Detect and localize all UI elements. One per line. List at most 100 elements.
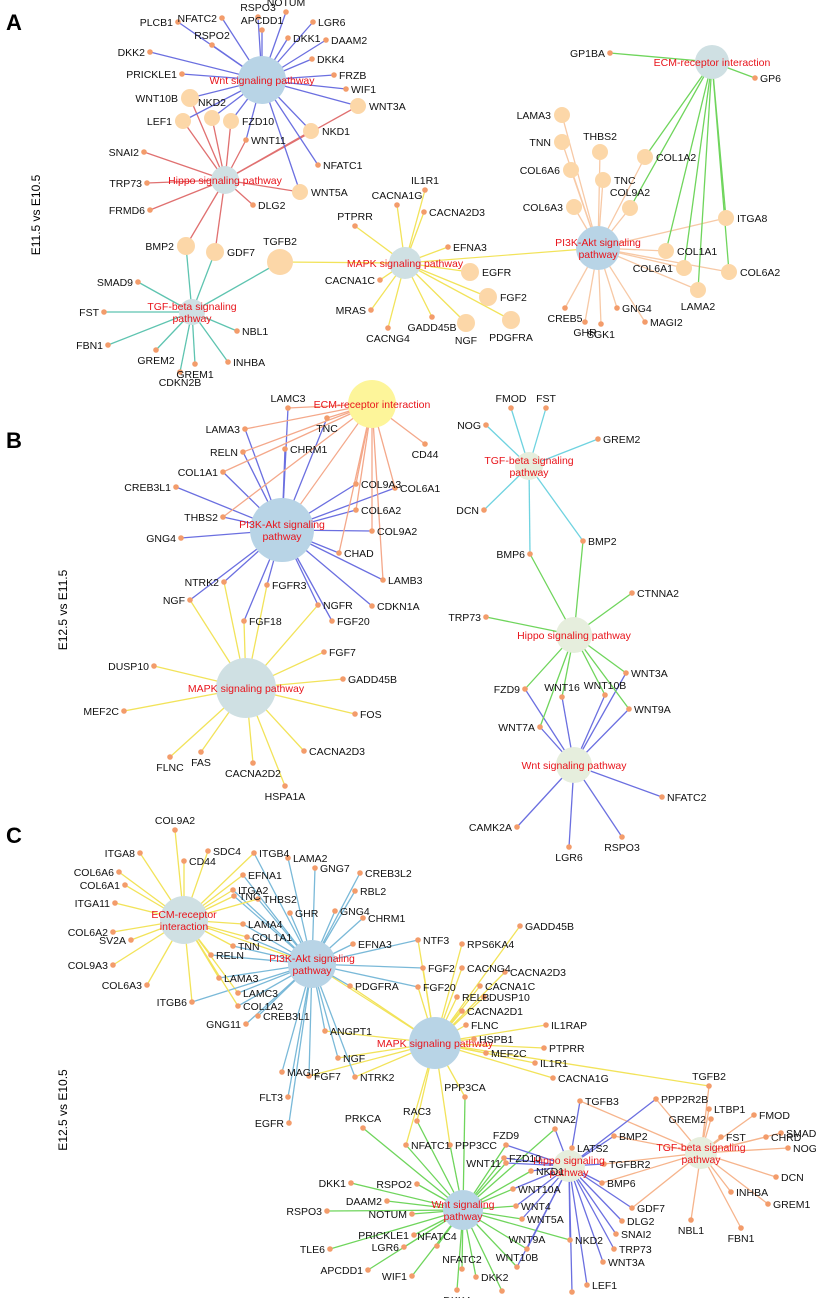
gene-node-col6a6 (116, 869, 122, 875)
pathway-node-wnt-signaling-pathway (443, 1190, 483, 1230)
gene-label-dlg2: DLG2 (258, 200, 286, 212)
gene-node-dkk1 (285, 35, 291, 41)
gene-node-creb3l1 (255, 1013, 261, 1019)
gene-node-fgf20 (415, 984, 421, 990)
gene-label-magi2: MAGI2 (650, 317, 683, 329)
gene-label-lef1: LEF1 (147, 116, 172, 128)
gene-node-cacna1g (394, 202, 400, 208)
gene-label-col1a1: COL1A1 (178, 467, 218, 479)
edge (683, 61, 713, 269)
gene-label-ptprr: PTPRR (549, 1043, 585, 1055)
gene-node-col6a3 (144, 982, 150, 988)
gene-label-wnt16: WNT16 (544, 682, 580, 694)
gene-label-col1a1: COL1A1 (252, 932, 292, 944)
gene-node-grem2 (595, 436, 601, 442)
gene-label-grem2: GREM2 (603, 434, 641, 446)
gene-label-tgfbr2: TGFBR2 (609, 1159, 651, 1171)
gene-label-cacna1g: CACNA1G (372, 190, 423, 202)
gene-node-wif1 (343, 86, 349, 92)
gene-label-fbn1: FBN1 (728, 1233, 755, 1245)
gene-label-wnt9a: WNT9A (509, 1234, 546, 1246)
gene-label-bmp2: BMP2 (145, 241, 174, 253)
gene-label-lgr6: LGR6 (318, 17, 346, 29)
gene-node-cacna2d2 (250, 760, 256, 766)
gene-label-wif1: WIF1 (351, 84, 376, 96)
comparison-label-a: E11.5 vs E10.5 (29, 174, 43, 255)
edge (665, 61, 713, 252)
pathway-label-wnt-signaling-pathway: Wnt signaling pathway (521, 760, 627, 772)
gene-label-lama3: LAMA3 (206, 424, 241, 436)
gene-label-nkd2: NKD2 (198, 97, 226, 109)
gene-node-itgb4 (251, 850, 257, 856)
gene-label-fmod: FMOD (759, 1110, 790, 1122)
gene-node-reln (208, 952, 214, 958)
gene-node-cacna2d3 (301, 748, 307, 754)
gene-label-tnn: TNN (238, 941, 260, 953)
gene-label-cacna2d2: CACNA2D2 (225, 768, 281, 780)
gene-label-tnn: TNN (529, 137, 551, 149)
gene-label-rspo3: RSPO3 (286, 1206, 322, 1218)
gene-node-nbl1 (688, 1217, 694, 1223)
gene-node-pdgfra (502, 311, 520, 329)
gene-node-rspo2 (414, 1181, 420, 1187)
gene-node-chrd (763, 1134, 769, 1140)
gene-label-notum: NOTUM (369, 1209, 408, 1221)
gene-node-ngf (187, 597, 193, 603)
gene-node-gng4 (332, 908, 338, 914)
gene-label-col9a2: COL9A2 (377, 526, 417, 538)
gene-node-apcdd1 (365, 1267, 371, 1273)
gene-label-fzd9: FZD9 (493, 1130, 519, 1142)
edge (697, 61, 713, 291)
gene-node-frzb (331, 72, 337, 78)
gene-node-cacng4 (459, 965, 465, 971)
edge (568, 1165, 588, 1286)
edge (222, 403, 373, 518)
gene-label-chad: CHAD (344, 548, 374, 560)
gene-node-tle6 (327, 1246, 333, 1252)
edge (189, 97, 226, 181)
edge (601, 1152, 702, 1184)
gene-node-ctnna2 (552, 1126, 558, 1132)
gene-label-col9a2: COL9A2 (610, 187, 650, 199)
gene-label-hspa1a: HSPA1A (265, 791, 306, 803)
gene-label-ngfr: NGFR (323, 600, 353, 612)
gene-node-dcn (481, 507, 487, 513)
gene-label-nkd1: NKD1 (536, 1166, 564, 1178)
gene-node-nkd1 (528, 1168, 534, 1174)
gene-label-inhba: INHBA (233, 357, 265, 369)
gene-label-wnt10a: WNT10A (518, 1184, 561, 1196)
gene-node-col1a2 (235, 1003, 241, 1009)
gene-label-ntrk2: NTRK2 (360, 1072, 395, 1084)
gene-node-lamb3 (380, 577, 386, 583)
gene-node-lama3 (216, 975, 222, 981)
pathway-label-tgf-beta-signaling-pathway: pathway (681, 1154, 721, 1166)
gene-label-gng7: GNG7 (320, 863, 350, 875)
gene-label-lats2: LATS2 (577, 1143, 608, 1155)
gene-node-lamc3 (235, 990, 241, 996)
gene-label-fmod: FMOD (496, 393, 527, 405)
gene-node-thbs2 (592, 144, 608, 160)
gene-label-gadd45b: GADD45B (525, 921, 574, 933)
gene-node-tnc (595, 172, 611, 188)
gene-label-wnt3a: WNT3A (608, 1257, 645, 1269)
gene-node-lama3 (554, 107, 570, 123)
gene-node-ltbp1 (706, 1106, 712, 1112)
gene-label-wnt3a: WNT3A (631, 668, 668, 680)
edge (224, 130, 312, 181)
pathway-label-ecm-receptor-interaction: ECM-receptor interaction (314, 399, 431, 411)
gene-label-col6a1: COL6A1 (80, 880, 120, 892)
gene-node-hspa1a (282, 783, 288, 789)
edge (404, 262, 512, 321)
gene-node-wnt5a (292, 184, 308, 200)
gene-node-fzd10 (501, 1155, 507, 1161)
gene-node-fbn1 (105, 342, 111, 348)
gene-node-wnt3a (350, 98, 366, 114)
gene-node-efna3 (445, 244, 451, 250)
gene-node-gng7 (312, 865, 318, 871)
edge (222, 403, 373, 473)
gene-node-nfatc4 (434, 1243, 440, 1249)
gene-node-trp73 (144, 180, 150, 186)
gene-label-wnt11: WNT11 (466, 1158, 501, 1170)
gene-node-wnt10b (181, 89, 199, 107)
gene-node-cd44 (181, 858, 187, 864)
